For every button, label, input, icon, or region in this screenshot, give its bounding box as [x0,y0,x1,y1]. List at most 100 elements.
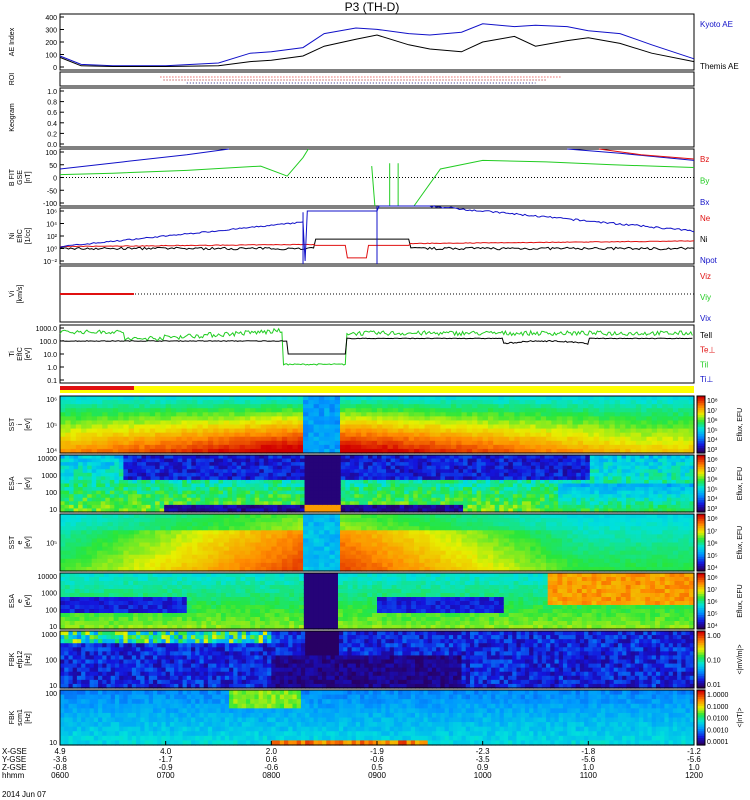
spectrogram-cell [112,412,119,417]
spectrogram-cell [324,554,331,560]
spectrogram-cell [666,501,672,506]
spectrogram-cell [546,436,552,442]
spectrogram-cell [292,424,299,430]
spectrogram-cell [445,404,452,409]
spectrogram-cell [165,534,172,540]
spectrogram-cell [207,550,214,556]
spectrogram-cell [234,514,241,519]
spectrogram-cell [234,408,241,413]
spectrogram-cell [123,526,130,531]
spectrogram-cell [408,396,415,401]
spectrogram-cell [508,469,514,474]
spectrogram-cell [75,440,82,446]
spectrogram-cell [561,448,568,454]
bfield-ylabel: [nT] [25,171,32,183]
spectrogram-cell [398,440,405,446]
spectrogram-cell [287,428,294,434]
spectrogram-cell [408,497,414,502]
spectrogram-cell [303,522,309,527]
spectrogram-cell [286,504,292,510]
spectrogram-cell [318,558,325,564]
spectrogram-cell [398,428,405,434]
spectrogram-cell [241,497,247,502]
spectrogram-cell [540,408,547,413]
spectrogram-cell [612,476,618,481]
spectrogram-cell [345,550,352,556]
spectrogram-cell [667,400,674,405]
spectrogram-cell [540,504,546,510]
spectrogram-cell [598,465,605,470]
spectrogram-cell [223,504,229,510]
spectrogram-cell [207,530,214,535]
spectrogram-cell [218,432,225,438]
roi-frame [59,71,695,87]
spectrogram-cell [141,469,147,474]
spectrogram-cell [112,436,119,442]
spectrogram-cell [553,501,559,506]
spectrogram-cell [354,483,360,488]
spectrogram-cell [684,462,691,467]
spectrogram-cell [450,416,457,422]
spectrogram-cell [617,497,623,502]
spectrogram-cell [197,440,204,446]
spectrogram-cell [494,479,500,485]
spectrogram-cell [287,404,294,409]
spectrogram-cell [263,494,269,499]
spectrogram-cell [340,554,346,560]
spectrogram-cell [173,501,179,506]
spectrogram-cell [136,465,143,470]
spectrogram-cell [386,497,392,502]
spectrogram-cell [96,522,103,527]
spectrogram-cell [324,400,331,405]
spectrogram-cell [96,448,103,454]
spectrogram-cell [340,508,346,513]
spectrogram-cell [583,436,589,442]
spectrogram-cell [609,408,616,413]
keogram-ytick-label: 1.0 [47,89,57,96]
spectrogram-cell [609,400,616,405]
spectrogram-cell [635,497,641,502]
spectrogram-cell [363,504,369,510]
spectrogram-cell [322,483,328,488]
spectrogram-cell [482,412,489,417]
spectrogram-cell [426,494,432,499]
spectrogram-cell [350,526,357,531]
spectrogram-cell [684,504,691,510]
spectrogram-cell [512,469,518,474]
spectrogram-cell [476,497,482,502]
spectrogram-cell [485,504,491,510]
spectrogram-cell [349,487,355,492]
spectrogram-cell [561,444,568,450]
spectrogram-cell [490,465,496,470]
spectrogram-cell [281,558,288,564]
spectrogram-cell [361,514,368,519]
spectrogram-cell [467,504,473,510]
spectrogram-cell [361,554,368,560]
spectrogram-cell [123,534,130,540]
spectrogram-cell [445,396,452,401]
spectrogram-cell [160,424,167,430]
spectrogram-cell [350,404,357,409]
spectrogram-cell [259,465,265,470]
spectrogram-cell [255,416,262,422]
spectrogram-cell [340,504,346,510]
spectrogram-cell [96,497,102,502]
spectrogram-cell [657,408,663,413]
spectrogram-cell [456,428,463,434]
spectrogram-cell [286,487,292,492]
spectrogram-cell [398,412,405,417]
spectrogram-cell [440,476,446,481]
spectrogram-cell [87,497,93,502]
spectrogram-cell [461,448,468,454]
spectrogram-cell [350,538,357,544]
spectrogram-cell [626,497,632,502]
spectrogram-cell [671,508,677,513]
spectrogram-cell [419,428,426,434]
spectrogram-cell [526,458,532,463]
spectrogram-cell [86,444,93,450]
spectrogram-cell [102,436,109,442]
spectrogram-cell [65,562,72,568]
spectrogram-cell [181,526,188,531]
spectrogram-cell [367,458,374,463]
